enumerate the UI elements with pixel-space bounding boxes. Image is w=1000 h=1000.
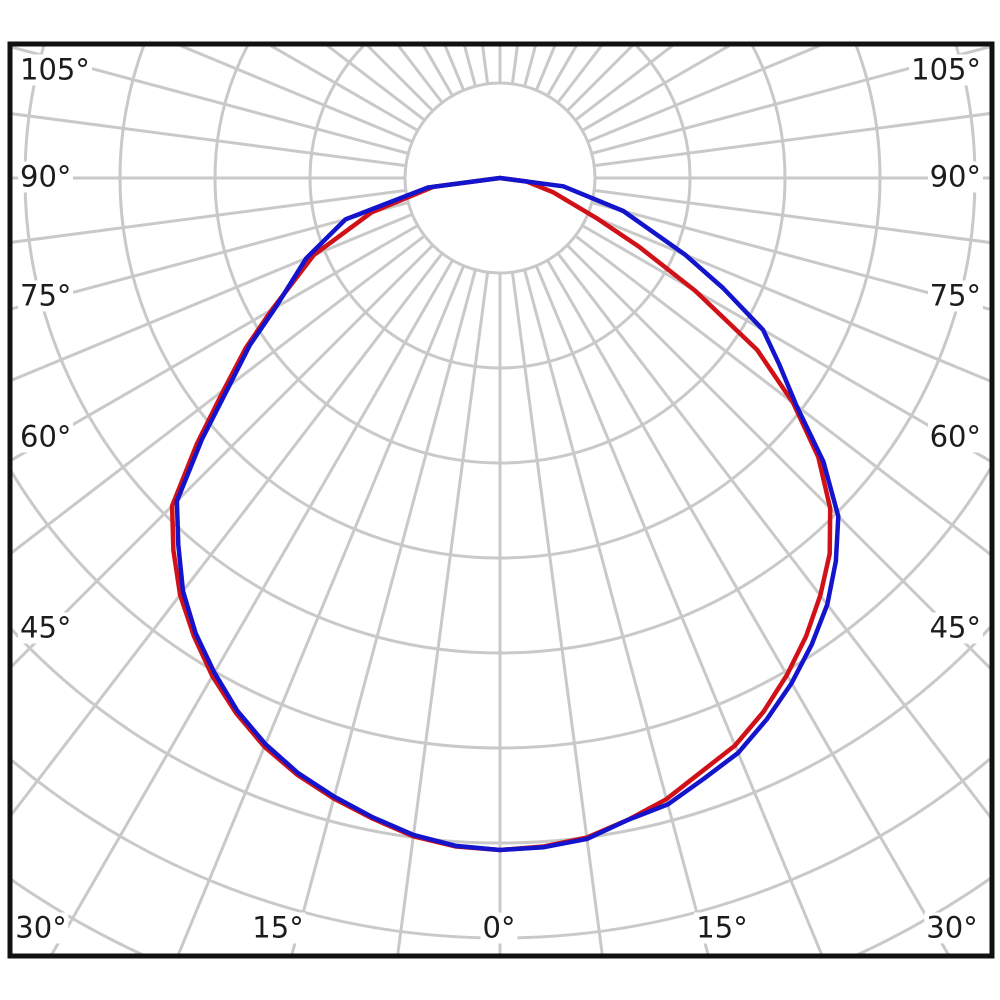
angle-label-right-105deg: 105°: [909, 52, 983, 87]
angle-label-right-75deg: 75°: [927, 278, 983, 313]
angle-label-right-45deg: 45°: [927, 610, 983, 645]
grid-spoke: [178, 46, 413, 144]
grid-spoke: [397, 46, 444, 104]
grid-spoke: [12, 188, 407, 244]
angle-label-left-60deg: 60°: [18, 419, 74, 454]
grid-spoke: [12, 234, 426, 554]
angle-label-left-90deg: 90°: [18, 159, 74, 194]
angle-label-bottom-4-30deg: 30°: [924, 910, 980, 945]
grid-spoke: [290, 269, 477, 954]
grid-spoke: [581, 224, 990, 463]
angle-label-left-45deg: 45°: [18, 610, 74, 645]
grid-spoke: [510, 271, 604, 954]
angle-label-bottom-3-15deg: 15°: [694, 910, 750, 945]
plot-border: [7, 41, 995, 959]
grid-spoke: [396, 271, 490, 954]
grid-spoke: [587, 46, 822, 144]
grid-spoke: [591, 46, 990, 155]
angle-label-bottom-1-15deg: 15°: [250, 910, 306, 945]
grid-spoke: [574, 234, 990, 556]
grid-spoke: [12, 252, 444, 816]
grid-spoke: [12, 224, 419, 462]
blue-curve: [174, 175, 841, 853]
grid-spoke: [12, 46, 409, 155]
grid-spoke: [546, 259, 950, 954]
grid-spoke: [534, 265, 823, 954]
grid-spoke: [593, 188, 990, 244]
grid-spoke: [587, 212, 990, 383]
grid-spoke: [12, 212, 413, 382]
grid-spoke: [556, 46, 603, 104]
grid-spoke: [523, 269, 710, 954]
grid-spoke: [177, 265, 466, 954]
grid-spoke: [566, 244, 990, 670]
grid-spoke: [12, 112, 407, 168]
grid-spoke: [591, 201, 990, 311]
grid-spoke: [12, 244, 434, 668]
angle-label-left-105deg: 105°: [18, 52, 92, 87]
angle-label-bottom-0-30deg: 30°: [13, 910, 69, 945]
grid-spoke: [12, 201, 409, 311]
grid-spoke: [556, 252, 990, 819]
angle-label-right-90deg: 90°: [927, 159, 983, 194]
grid-spoke: [593, 112, 990, 168]
angle-label-bottom-2-0deg: 0°: [480, 910, 518, 945]
angle-label-left-75deg: 75°: [18, 278, 74, 313]
angle-label-right-60deg: 60°: [927, 419, 983, 454]
grid-spoke: [50, 259, 454, 954]
